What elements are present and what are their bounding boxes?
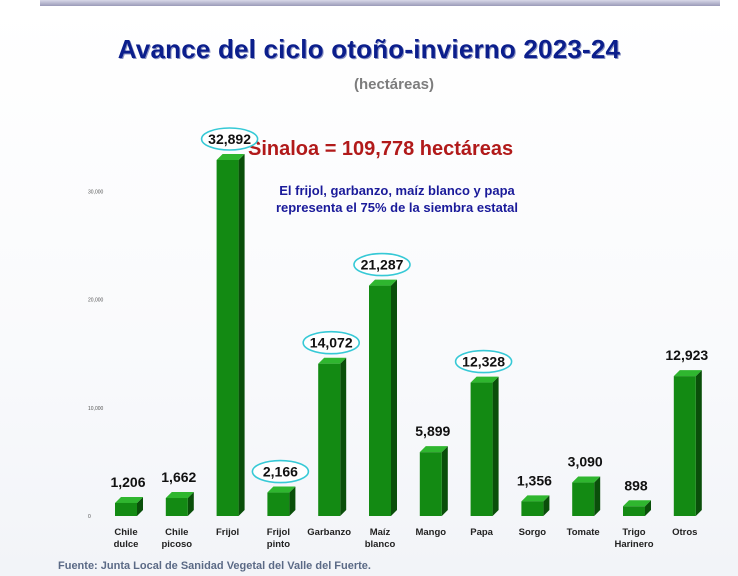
bar — [165, 498, 188, 516]
bar — [521, 501, 544, 516]
bar-top — [521, 495, 550, 502]
y-tick-label: 30,000 — [88, 189, 104, 195]
value-label: 2,166 — [263, 464, 298, 480]
category-label: Sorgo — [519, 527, 547, 538]
bar-top — [318, 357, 347, 364]
value-label: 1,356 — [517, 472, 552, 488]
bar-side — [137, 496, 143, 516]
bar-top — [165, 492, 194, 499]
category-label: picoso — [161, 539, 192, 550]
y-tick-label: 10,000 — [88, 406, 104, 412]
bar-side — [187, 492, 194, 516]
bar-side — [391, 279, 397, 516]
value-label: 1,662 — [161, 469, 196, 485]
total-headline: Sinaloa = 109,778 hectáreas — [248, 138, 514, 160]
chart-note-line-1: El frijol, garbanzo, maíz blanco y papa — [279, 183, 515, 198]
value-label: 1,206 — [110, 474, 145, 490]
category-label: Frijol — [267, 527, 290, 538]
chart-note-line-2: representa el 75% de la siembra estatal — [275, 200, 519, 215]
bar — [673, 376, 696, 516]
category-label: Garbanzo — [307, 527, 351, 538]
bar — [572, 482, 595, 516]
bar — [318, 363, 341, 516]
bar — [216, 160, 239, 516]
category-label: Papa — [470, 527, 493, 538]
y-tick-label: 20,000 — [88, 298, 104, 304]
bar-side — [492, 376, 499, 516]
source-note: Fuente: Junta Local de Sanidad Vegetal d… — [58, 560, 371, 572]
chart-subtitle: (hectáreas) — [353, 76, 435, 93]
bar-side — [289, 486, 296, 516]
bar-top — [419, 446, 448, 453]
y-tick-label: 0 — [88, 514, 91, 520]
bar-side — [645, 500, 651, 516]
bar-top — [216, 154, 245, 160]
bar-side — [340, 357, 347, 516]
bar — [267, 492, 290, 516]
value-label: 32,892 — [208, 131, 251, 147]
bar — [115, 502, 137, 516]
category-label: Frijol — [216, 527, 239, 538]
value-label-ring — [302, 330, 361, 355]
chart-title: Avance del ciclo otoño-invierno 2023-24 — [117, 34, 621, 64]
bar-side — [594, 476, 601, 516]
bar-top — [623, 500, 651, 507]
value-label-ring — [353, 252, 411, 277]
bar-top — [572, 476, 601, 483]
value-label: 3,090 — [568, 454, 603, 470]
value-label: 12,923 — [665, 347, 708, 363]
value-label: 12,328 — [462, 354, 505, 370]
bar-side — [695, 370, 702, 516]
bar — [470, 382, 493, 516]
category-label: dulce — [114, 539, 139, 550]
value-label-ring — [454, 349, 513, 374]
category-label: Chile — [165, 527, 188, 538]
bar-top — [115, 496, 143, 503]
value-label: 5,899 — [415, 423, 450, 439]
category-label: Harinero — [614, 539, 653, 550]
bar-top — [267, 486, 296, 493]
category-label: Mango — [415, 527, 446, 538]
category-label: Otros — [672, 527, 697, 538]
bar-top — [470, 376, 499, 383]
category-label: blanco — [365, 539, 396, 550]
category-label: Chile — [114, 527, 137, 538]
value-label-ring — [200, 127, 259, 151]
bar — [369, 285, 391, 516]
value-label-ring — [251, 459, 310, 484]
category-label: Tomate — [567, 527, 600, 538]
bar-side — [238, 154, 245, 516]
bar-top — [369, 279, 397, 286]
value-label: 21,287 — [361, 257, 404, 273]
bar — [623, 506, 645, 516]
chart-note: El frijol, garbanzo, maíz blanco y papa … — [232, 182, 562, 216]
bar-top — [673, 370, 702, 377]
bar-side — [441, 446, 448, 516]
bar — [419, 452, 442, 516]
category-label: pinto — [267, 539, 290, 550]
value-label: 14,072 — [310, 335, 353, 351]
category-label: Maíz — [370, 527, 391, 538]
bar-side — [543, 495, 550, 516]
category-label: Trigo — [622, 527, 645, 538]
value-label: 898 — [624, 477, 648, 493]
